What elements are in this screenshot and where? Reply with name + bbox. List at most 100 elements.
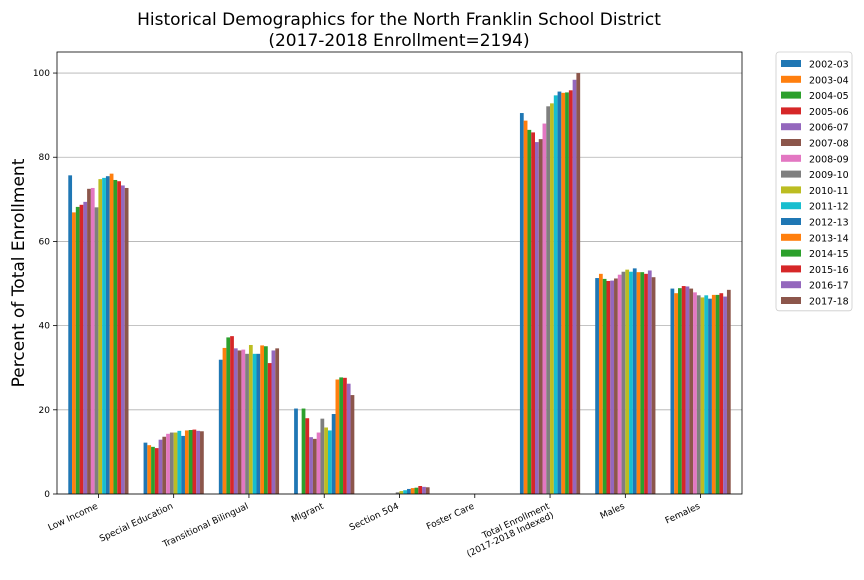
bar xyxy=(169,432,174,494)
legend-label: 2015-16 xyxy=(809,265,849,276)
bar xyxy=(621,271,626,494)
bar xyxy=(395,492,400,494)
bar xyxy=(184,430,189,494)
bar xyxy=(565,92,569,494)
bar xyxy=(105,176,110,494)
bar xyxy=(403,490,408,494)
bar xyxy=(154,448,159,494)
bar xyxy=(87,188,91,495)
legend-swatch xyxy=(781,139,801,146)
bar xyxy=(602,278,607,494)
bar xyxy=(625,269,630,494)
x-tick-label: Females xyxy=(664,502,702,527)
legend-label: 2012-13 xyxy=(809,218,849,229)
bar xyxy=(678,288,682,494)
legend-label: 2005-06 xyxy=(809,107,849,118)
bar xyxy=(222,347,227,494)
bar xyxy=(410,488,415,494)
legend-swatch xyxy=(781,107,801,115)
bar xyxy=(316,432,321,494)
bar xyxy=(233,348,238,494)
legend-swatch xyxy=(781,233,801,241)
legend-label: 2004-05 xyxy=(809,91,849,102)
bar xyxy=(614,278,618,494)
bar xyxy=(704,295,709,494)
bar xyxy=(568,90,573,494)
bar xyxy=(177,430,182,494)
y-tick-label: 20 xyxy=(39,406,51,416)
bar xyxy=(188,430,193,494)
bar xyxy=(610,280,615,494)
legend-label: 2010-11 xyxy=(809,186,849,197)
bars xyxy=(68,73,731,495)
bar xyxy=(275,348,280,494)
legend-label: 2009-10 xyxy=(809,170,849,181)
bar xyxy=(264,346,268,494)
bar xyxy=(422,486,426,494)
bar xyxy=(109,173,114,494)
bar xyxy=(708,298,712,494)
bar xyxy=(414,487,419,494)
x-tick-label: Foster Care xyxy=(425,501,476,532)
bar xyxy=(572,79,577,494)
x-tick-label: Migrant xyxy=(290,501,326,525)
bar xyxy=(407,488,411,494)
bar xyxy=(305,418,310,494)
legend-label: 2002-03 xyxy=(809,60,849,71)
bar xyxy=(632,268,637,494)
bar xyxy=(644,273,648,494)
bar xyxy=(723,296,727,494)
bar xyxy=(696,295,701,494)
bar xyxy=(113,179,118,494)
x-tick-label: Special Education xyxy=(98,502,175,545)
bar xyxy=(685,286,690,494)
bar xyxy=(670,288,675,494)
bar xyxy=(339,377,344,494)
bar xyxy=(98,179,103,494)
legend-label: 2006-07 xyxy=(809,123,849,134)
bar xyxy=(689,288,694,494)
legend-label: 2013-14 xyxy=(809,233,849,244)
y-axis-label: Percent of Total Enrollment xyxy=(9,158,29,387)
y-axis-ticks: 0 20 40 60 80 100 xyxy=(33,69,57,500)
legend-swatch xyxy=(781,297,801,304)
bar xyxy=(350,395,355,494)
plot-frame xyxy=(56,51,743,495)
y-tick-label: 40 xyxy=(39,322,51,332)
bar xyxy=(711,294,716,494)
bar xyxy=(196,430,201,494)
legend-swatch xyxy=(781,186,801,194)
x-tick-label: Section 504 xyxy=(348,502,401,534)
bar xyxy=(550,103,554,494)
bar xyxy=(260,345,265,494)
bar xyxy=(425,487,430,494)
bar xyxy=(173,432,178,494)
bar xyxy=(83,201,88,494)
bar xyxy=(617,274,622,494)
y-tick-label: 80 xyxy=(39,153,51,163)
bar xyxy=(640,272,645,494)
bar xyxy=(181,435,185,494)
legend-label: 2003-04 xyxy=(809,75,849,86)
bar xyxy=(75,206,80,495)
bar xyxy=(218,359,223,494)
legend-label: 2011-12 xyxy=(809,202,849,213)
bar xyxy=(72,212,76,494)
legend-swatch xyxy=(781,91,801,99)
legend-swatch xyxy=(781,281,801,289)
bar xyxy=(546,106,551,494)
bar xyxy=(606,280,611,494)
bar xyxy=(117,181,121,495)
bar xyxy=(151,446,155,494)
legend-swatch xyxy=(781,60,801,67)
bar xyxy=(343,377,347,494)
y-tick-label: 100 xyxy=(33,69,50,79)
bar xyxy=(538,139,543,494)
legend-label: 2007-08 xyxy=(809,139,849,150)
bar xyxy=(320,418,325,494)
y-tick-label: 60 xyxy=(39,237,51,247)
bar xyxy=(542,123,547,495)
bar xyxy=(651,277,656,494)
legend-swatch xyxy=(781,202,801,210)
